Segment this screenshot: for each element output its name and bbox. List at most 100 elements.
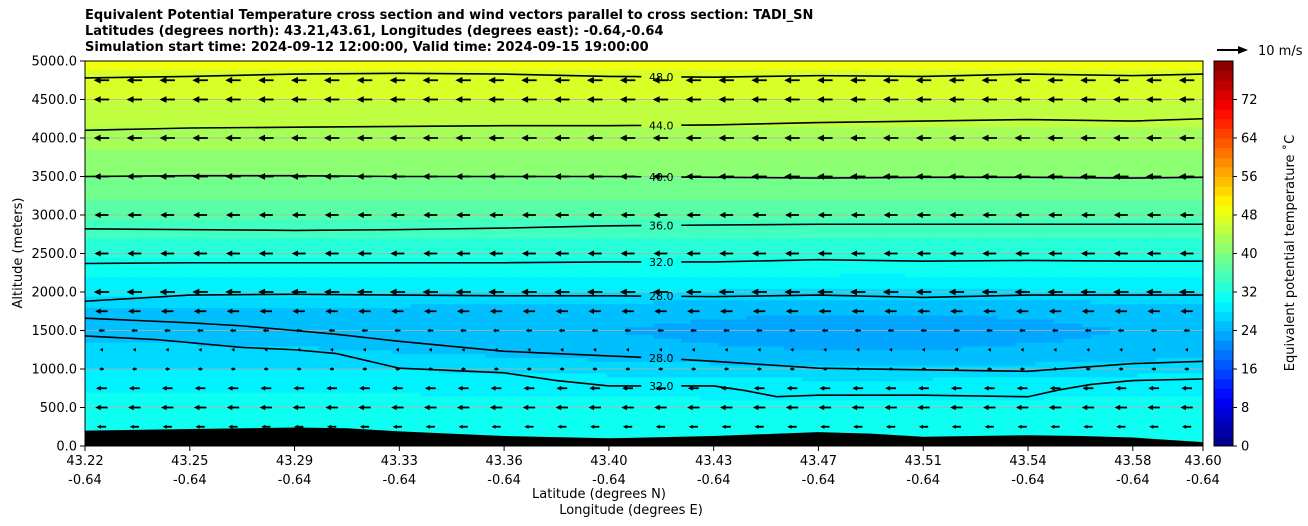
field-cell: [122, 342, 133, 347]
field-cell: [364, 211, 375, 216]
field-cell: [150, 164, 161, 170]
field-cell: [168, 103, 179, 108]
field-cell: [122, 318, 133, 324]
field-cell: [355, 361, 366, 366]
field-cell: [439, 207, 449, 212]
field-cell: [187, 226, 198, 231]
field-cell: [224, 153, 235, 158]
field-cell: [383, 326, 394, 332]
field-cell: [355, 265, 366, 270]
field-cell: [206, 241, 217, 247]
field-cell: [168, 403, 179, 409]
field-cell: [299, 141, 310, 147]
field-cell: [85, 299, 95, 305]
field-cell: [280, 419, 291, 424]
field-cell: [150, 172, 161, 178]
field-cell: [159, 161, 170, 166]
field-cell: [494, 318, 505, 324]
field-cell: [476, 303, 487, 308]
field-cell: [178, 322, 189, 328]
field-cell: [429, 215, 440, 220]
field-cell: [373, 164, 384, 170]
field-cell: [215, 218, 226, 224]
field-cell: [392, 357, 403, 362]
field-cell: [103, 215, 114, 220]
field-cell: [178, 399, 189, 405]
field-cell: [299, 419, 310, 424]
field-cell: [411, 330, 421, 335]
field-cell: [131, 176, 142, 181]
field-cell: [299, 91, 310, 97]
field-cell: [112, 392, 123, 397]
field-cell: [364, 87, 375, 93]
field-cell: [168, 61, 179, 66]
field-cell: [224, 99, 235, 104]
field-cell: [364, 407, 375, 412]
field-cell: [234, 61, 244, 66]
field-cell: [485, 149, 496, 154]
field-cell: [243, 419, 254, 424]
field-cell: [159, 380, 170, 385]
field-cell: [234, 422, 244, 428]
field-cell: [411, 195, 421, 201]
field-cell: [383, 399, 394, 405]
field-cell: [541, 157, 552, 162]
field-cell: [448, 388, 459, 393]
field-cell: [159, 215, 170, 220]
field-cell: [541, 295, 552, 301]
field-cell: [522, 64, 533, 70]
field-cell: [420, 315, 431, 320]
field-cell: [336, 153, 347, 158]
field-cell: [345, 357, 356, 362]
field-cell: [206, 419, 217, 424]
field-cell: [336, 180, 347, 185]
field-cell: [215, 99, 226, 104]
field-cell: [206, 222, 217, 228]
field-cell: [504, 238, 515, 243]
field-cell: [429, 184, 440, 189]
field-cell: [289, 303, 300, 308]
field-cell: [252, 268, 263, 274]
field-cell: [504, 184, 515, 189]
field-cell: [485, 61, 496, 66]
field-cell: [327, 318, 338, 324]
field-cell: [112, 195, 123, 201]
field-cell: [187, 384, 198, 389]
field-cell: [513, 122, 524, 128]
field-cell: [178, 280, 189, 285]
field-cell: [336, 361, 347, 366]
field-cell: [476, 399, 487, 405]
field-cell: [317, 141, 328, 147]
field-cell: [420, 372, 431, 378]
field-cell: [383, 426, 394, 432]
field-cell: [85, 384, 95, 389]
field-cell: [224, 253, 235, 258]
field-cell: [476, 145, 487, 151]
field-cell: [411, 161, 421, 166]
field-cell: [103, 403, 114, 409]
field-cell: [401, 361, 412, 366]
field-cell: [392, 149, 403, 154]
field-cell: [373, 126, 384, 131]
field-cell: [289, 268, 300, 274]
field-cell: [252, 411, 263, 416]
field-cell: [243, 230, 254, 235]
field-cell: [85, 276, 95, 282]
field-cell: [103, 357, 114, 362]
field-cell: [224, 184, 235, 189]
field-cell: [336, 372, 347, 378]
field-cell: [224, 330, 235, 335]
field-cell: [522, 322, 533, 328]
field-cell: [504, 245, 515, 251]
field-cell: [392, 103, 403, 108]
field-cell: [420, 268, 431, 274]
field-cell: [457, 249, 468, 255]
field-cell: [411, 84, 421, 89]
field-cell: [411, 203, 421, 208]
field-cell: [373, 272, 384, 278]
field-cell: [420, 111, 431, 116]
field-cell: [299, 95, 310, 101]
field-cell: [252, 303, 263, 308]
field-cell: [131, 369, 142, 374]
field-cell: [206, 161, 217, 166]
